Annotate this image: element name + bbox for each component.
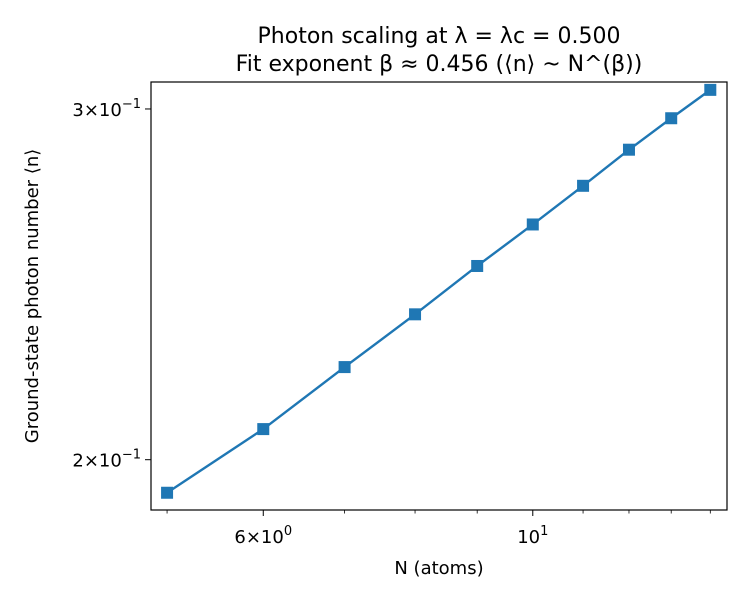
data-point-marker [526, 218, 539, 231]
x-axis-label: N (atoms) [394, 558, 483, 579]
series-layer [161, 83, 717, 499]
data-point-marker [338, 361, 351, 374]
data-point-marker [577, 179, 590, 192]
data-point-marker [257, 423, 270, 436]
series-line [166, 88, 712, 494]
y-axis-ticks: 2×10−1 3×10−1 [72, 97, 151, 472]
axes-frame [150, 81, 728, 511]
y-axis-label: Ground-state photon number ⟨n⟩ [22, 149, 43, 444]
x-tick-label: 6×100 [234, 524, 292, 548]
y-tick-label: 3×10−1 [72, 97, 141, 121]
data-point-marker [471, 259, 484, 272]
x-tick-label: 101 [517, 524, 548, 548]
y-tick-label: 2×10−1 [72, 448, 141, 472]
data-point-marker [622, 143, 635, 156]
data-point-marker [704, 83, 717, 96]
data-point-marker [665, 112, 678, 125]
data-point-marker [409, 308, 422, 321]
data-point-marker [161, 486, 174, 499]
x-axis-ticks: 6×100 101 [166, 510, 711, 548]
chart-subtitle: Fit exponent β ≈ 0.456 (⟨n⟩ ~ N^(β)) [236, 52, 643, 77]
chart-title: Photon scaling at λ = λc = 0.500 [258, 24, 621, 49]
